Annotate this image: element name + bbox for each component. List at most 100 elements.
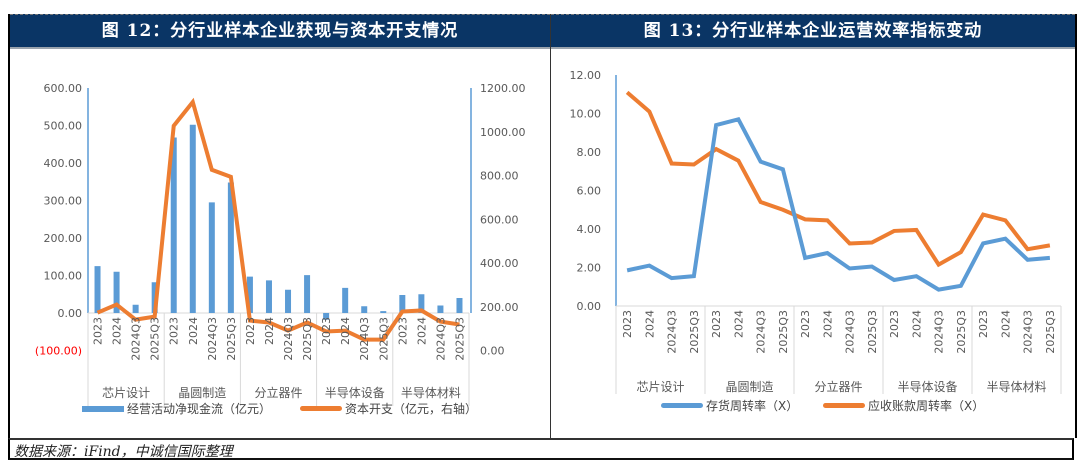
figure-12-legend-bar: 经营活动净现金流（亿元） xyxy=(82,400,271,417)
period-tick-label: 2025Q3 xyxy=(955,310,968,354)
right-axis-tick-label: 600.00 xyxy=(480,213,519,226)
left-axis-tick-label: 500.00 xyxy=(44,120,83,133)
group-tick-label: 半导体设备 xyxy=(325,386,385,400)
group-tick-label: 芯片设计 xyxy=(102,386,150,400)
period-tick-label: 2024 xyxy=(339,317,352,345)
period-tick-label: 2023 xyxy=(888,310,901,338)
period-tick-label: 2023 xyxy=(799,310,812,338)
cashflow-bar xyxy=(323,313,330,320)
figure-13-title: 图 13：分行业样本企业运营效率指标变动 xyxy=(551,14,1075,49)
cashflow-bar xyxy=(304,275,311,313)
right-axis-tick-label: 400.00 xyxy=(480,257,519,270)
cashflow-bar xyxy=(132,304,139,313)
y-axis-tick-label: 6.00 xyxy=(577,185,602,198)
legend-line-swatch xyxy=(300,406,342,411)
period-tick-label: 2025Q3 xyxy=(688,310,701,354)
period-tick-label: 2024Q3 xyxy=(1022,310,1035,354)
period-tick-label: 2024Q3 xyxy=(755,310,768,354)
period-tick-label: 2025Q3 xyxy=(866,310,879,354)
inventory-turnover-line xyxy=(626,116,1051,292)
figure-12-panel: 图 12：分行业样本企业获现与资本开支情况 (100.00) 0.00 100.00… xyxy=(8,14,551,438)
cashflow-bar xyxy=(113,271,120,313)
period-tick-label: 2025Q3 xyxy=(301,317,314,361)
group-tick-label: 芯片设计 xyxy=(636,380,684,394)
y-axis-tick-label: 0.00 xyxy=(577,300,602,313)
group-tick-label: 晶圆制造 xyxy=(178,386,226,400)
figure-12-title: 图 12：分行业样本企业获现与资本开支情况 xyxy=(10,14,550,49)
cashflow-bar xyxy=(94,266,101,313)
cashflow-bar xyxy=(170,137,177,313)
figure-12-chart: (100.00) 0.00 100.00 200.00 300.00 400.00 500.… xyxy=(35,82,526,406)
figure-12-legend-line: 资本开支（亿元，右轴） xyxy=(300,400,477,417)
y-axis-tick-label: 4.00 xyxy=(577,223,602,236)
y-axis-tick-label: 2.00 xyxy=(577,262,602,275)
y-axis-tick-label: 8.00 xyxy=(577,146,602,159)
legend-receivable-label: 应收账款周转率（X） xyxy=(868,399,985,413)
period-tick-label: 2024Q3 xyxy=(358,317,371,361)
group-tick-label: 半导体设备 xyxy=(897,380,957,394)
left-axis-tick-label: 200.00 xyxy=(44,232,83,245)
cashflow-bar xyxy=(189,124,196,313)
source-bar: 数据来源：iFind，中诚信国际整理 xyxy=(8,438,1074,460)
left-axis-tick-label: 0.00 xyxy=(58,307,83,320)
legend-inventory-swatch xyxy=(661,403,703,408)
legend-inventory-label: 存货周转率（X） xyxy=(706,399,799,413)
period-tick-label: 2025Q3 xyxy=(453,317,466,361)
period-tick-label: 2023 xyxy=(621,310,634,338)
period-tick-label: 2024Q3 xyxy=(130,317,143,361)
period-tick-label: 2024 xyxy=(187,317,200,345)
cashflow-bar xyxy=(361,306,368,313)
right-axis-tick-label: 0.00 xyxy=(480,345,505,358)
left-axis-tick-label: 400.00 xyxy=(44,157,83,170)
right-axis-tick-label: 800.00 xyxy=(480,170,519,183)
period-tick-label: 2024 xyxy=(263,317,276,345)
period-tick-label: 2025Q3 xyxy=(149,317,162,361)
period-tick-label: 2023 xyxy=(92,317,105,345)
right-axis-tick-label: 1000.00 xyxy=(480,126,526,139)
left-axis-tick-label: (100.00) xyxy=(35,345,82,358)
capex-line xyxy=(96,97,460,342)
period-tick-label: 2023 xyxy=(710,310,723,338)
cashflow-bar xyxy=(342,287,349,313)
group-tick-label: 分立器件 xyxy=(254,385,302,400)
period-tick-label: 2025Q3 xyxy=(777,310,790,354)
figure-13-legend-receivable: 应收账款周转率（X） xyxy=(823,397,984,414)
cashflow-bar xyxy=(456,298,463,313)
period-tick-label: 2024 xyxy=(999,310,1012,338)
receivable-turnover-line xyxy=(625,90,1051,268)
figure-13-legend-inventory: 存货周转率（X） xyxy=(661,397,798,414)
period-tick-label: 2023 xyxy=(396,317,409,345)
left-axis-tick-label: 100.00 xyxy=(44,270,83,283)
period-tick-label: 2023 xyxy=(977,310,990,338)
legend-receivable-swatch xyxy=(823,403,865,408)
period-tick-label: 2024Q3 xyxy=(282,317,295,361)
period-tick-label: 2024Q3 xyxy=(844,310,857,354)
period-tick-label: 2024 xyxy=(732,310,745,338)
legend-bar-swatch xyxy=(82,405,124,412)
period-tick-label: 2024 xyxy=(643,310,656,338)
period-tick-label: 2024 xyxy=(821,310,834,338)
cashflow-bar xyxy=(418,294,425,313)
right-axis-tick-label: 1200.00 xyxy=(480,82,526,95)
legend-bar-label: 经营活动净现金流（亿元） xyxy=(127,402,272,416)
period-tick-label: 2024 xyxy=(910,310,923,338)
group-tick-label: 分立器件 xyxy=(814,379,862,394)
left-axis-tick-label: 600.00 xyxy=(44,82,83,95)
source-note: 数据来源：iFind，中诚信国际整理 xyxy=(14,444,233,460)
cashflow-bar xyxy=(246,276,253,313)
period-tick-label: 2024 xyxy=(415,317,428,345)
cashflow-bar xyxy=(208,202,215,313)
period-tick-label: 2024Q3 xyxy=(206,317,219,361)
cashflow-bar xyxy=(265,280,272,313)
period-tick-label: 2023 xyxy=(168,317,181,345)
figure-13-chart: 0.00 2.00 4.00 6.00 8.00 10.00 12.00 2023 2024 20… xyxy=(570,69,1062,394)
right-axis-tick-label: 200.00 xyxy=(480,301,519,314)
figure-13-panel: 图 13：分行业样本企业运营效率指标变动 0.00 2.00 4.00 6.00 8.0… xyxy=(550,14,1077,438)
left-axis-tick-label: 300.00 xyxy=(44,195,83,208)
cashflow-bar xyxy=(380,311,387,313)
period-tick-label: 2024 xyxy=(111,317,124,345)
period-tick-label: 2025Q3 xyxy=(225,317,238,361)
cashflow-bar xyxy=(399,295,406,313)
period-tick-label: 2025Q3 xyxy=(1044,310,1057,354)
period-tick-label: 2025Q3 xyxy=(377,317,390,361)
